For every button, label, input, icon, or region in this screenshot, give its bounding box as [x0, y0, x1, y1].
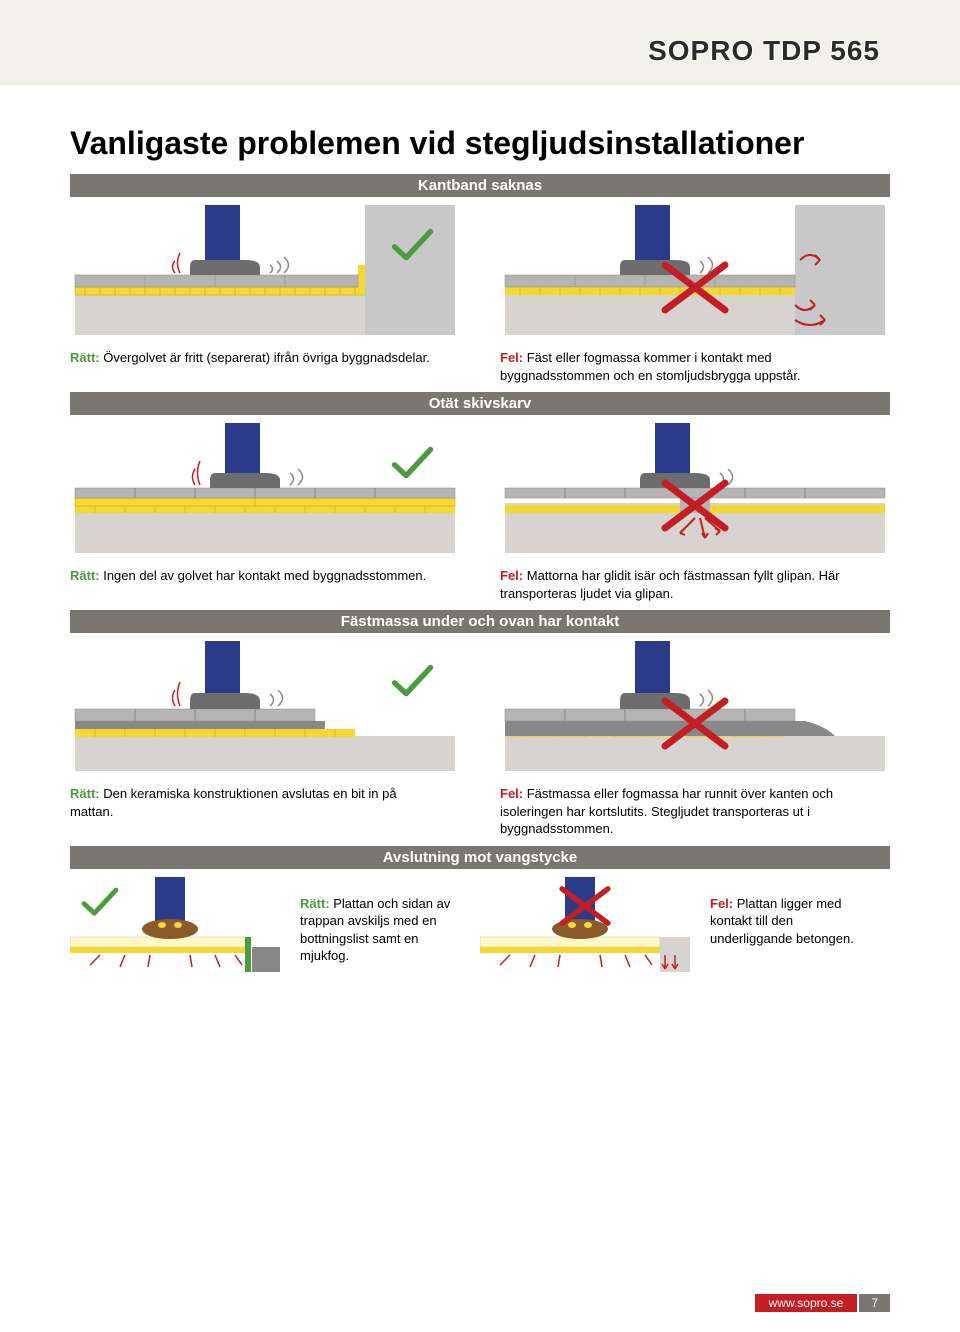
section-bar-1: Kantband saknas [70, 174, 890, 197]
brand-title: SOPRO TDP 565 [648, 35, 880, 67]
row-2 [70, 423, 890, 553]
footer-url: www.sopro.se [755, 1294, 858, 1312]
caption-row-1: Rätt: Övergolvet är fritt (separerat) if… [70, 343, 890, 384]
check-icon [80, 885, 120, 919]
cross-icon [660, 478, 730, 533]
caption-2-left: Rätt: Ingen del av golvet har kontakt me… [70, 567, 460, 602]
caption-1-right: Fel: Fäst eller fogmassa kommer i kontak… [500, 349, 890, 384]
footer-page: 7 [859, 1294, 890, 1312]
section-bar-2: Otät skivskarv [70, 392, 890, 415]
caption-3-left: Rätt: Den keramiska konstruktionen avslu… [70, 785, 460, 838]
check-icon [390, 225, 435, 265]
cell-4-wrong [480, 877, 690, 972]
caption-1-left: Rätt: Övergolvet är fritt (separerat) if… [70, 349, 460, 384]
check-icon [390, 661, 435, 701]
main-content: Vanligaste problemen vid stegljudsinstal… [0, 85, 960, 972]
correct-label: Rätt: [70, 786, 103, 801]
caption-text: Ingen del av golvet har kontakt med bygg… [103, 568, 426, 583]
correct-label: Rätt: [70, 350, 103, 365]
wrong-label: Fel: [710, 896, 737, 911]
cell-1-correct [70, 205, 460, 335]
cell-4-correct [70, 877, 280, 972]
header-texture: SOPRO TDP 565 [0, 0, 960, 85]
caption-text: Mattorna har glidit isär och fästmassan … [500, 568, 840, 601]
row-1 [70, 205, 890, 335]
correct-label: Rätt: [70, 568, 103, 583]
wrong-label: Fel: [500, 350, 527, 365]
page-title: Vanligaste problemen vid stegljudsinstal… [70, 125, 890, 162]
caption-text: Fäst eller fogmassa kommer i kontakt med… [500, 350, 801, 383]
cross-icon [660, 260, 730, 315]
cell-3-wrong [500, 641, 890, 771]
cell-1-wrong [500, 205, 890, 335]
cell-2-wrong [500, 423, 890, 553]
wrong-label: Fel: [500, 786, 527, 801]
caption-row-2: Rätt: Ingen del av golvet har kontakt me… [70, 561, 890, 602]
caption-row-3: Rätt: Den keramiska konstruktionen avslu… [70, 779, 890, 838]
caption-text: Fästmassa eller fogmassa har runnit över… [500, 786, 833, 836]
footer: www.sopro.se 7 [755, 1294, 890, 1312]
check-icon [390, 443, 435, 483]
caption-4-right: Fel: Plattan ligger med kontakt till den… [710, 877, 870, 948]
caption-text: Övergolvet är fritt (separerat) ifrån öv… [103, 350, 430, 365]
row-4: Rätt: Plattan och sidan av trappan avski… [70, 877, 890, 972]
cross-icon [558, 885, 613, 927]
row-3 [70, 641, 890, 771]
cell-3-correct [70, 641, 460, 771]
section-bar-3: Fästmassa under och ovan har kontakt [70, 610, 890, 633]
caption-text: Den keramiska konstruktionen avslutas en… [70, 786, 397, 819]
caption-3-right: Fel: Fästmassa eller fogmassa har runnit… [500, 785, 890, 838]
caption-4-left: Rätt: Plattan och sidan av trappan avski… [300, 877, 460, 965]
caption-2-right: Fel: Mattorna har glidit isär och fästma… [500, 567, 890, 602]
cross-icon [660, 696, 730, 751]
section-bar-4: Avslutning mot vangstycke [70, 846, 890, 869]
cell-2-correct [70, 423, 460, 553]
wrong-label: Fel: [500, 568, 527, 583]
correct-label: Rätt: [300, 896, 333, 911]
